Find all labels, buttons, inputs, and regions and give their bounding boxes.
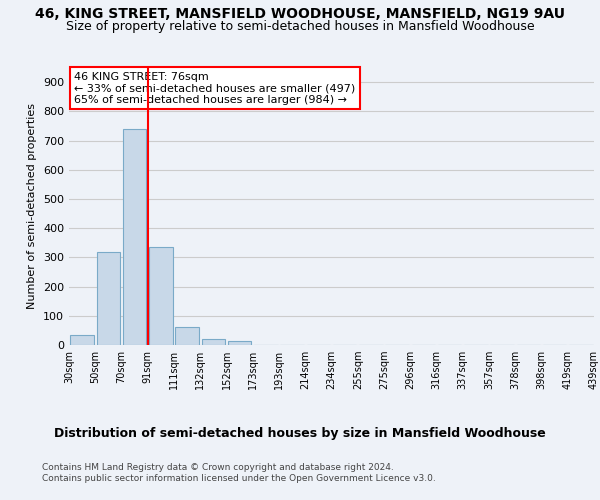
Text: Contains public sector information licensed under the Open Government Licence v3: Contains public sector information licen…: [42, 474, 436, 483]
Bar: [149, 247, 173, 345]
Bar: [202, 338, 225, 345]
Bar: [97, 252, 120, 345]
Text: 46, KING STREET, MANSFIELD WOODHOUSE, MANSFIELD, NG19 9AU: 46, KING STREET, MANSFIELD WOODHOUSE, MA…: [35, 8, 565, 22]
Text: 46 KING STREET: 76sqm
← 33% of semi-detached houses are smaller (497)
65% of sem: 46 KING STREET: 76sqm ← 33% of semi-deta…: [74, 72, 355, 105]
Text: Contains HM Land Registry data © Crown copyright and database right 2024.: Contains HM Land Registry data © Crown c…: [42, 462, 394, 471]
Bar: [228, 341, 251, 345]
Bar: [123, 129, 146, 345]
Bar: [175, 328, 199, 345]
Bar: [70, 335, 94, 345]
Y-axis label: Number of semi-detached properties: Number of semi-detached properties: [28, 104, 37, 309]
Text: Size of property relative to semi-detached houses in Mansfield Woodhouse: Size of property relative to semi-detach…: [65, 20, 535, 33]
Text: Distribution of semi-detached houses by size in Mansfield Woodhouse: Distribution of semi-detached houses by …: [54, 428, 546, 440]
